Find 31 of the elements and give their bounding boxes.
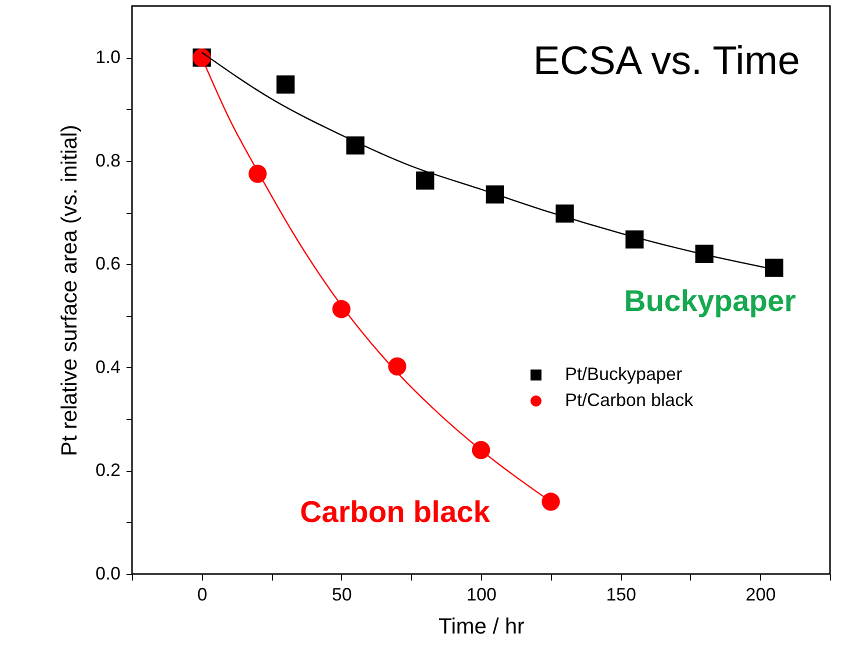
x-tick-label: 100 [466,584,497,604]
point [346,136,364,154]
x-tick-label: 0 [197,584,208,604]
point [276,75,295,94]
legend-label: Pt/Carbon black [565,390,694,410]
point [695,244,714,263]
y-tick-label: 0.4 [95,356,120,377]
y-tick-label: 1.0 [95,47,120,68]
legend-label: Pt/Buckypaper [565,364,682,384]
point [556,204,574,223]
y-tick-label: 0.0 [95,564,120,584]
point [472,441,490,460]
point [332,300,350,318]
point [765,258,784,277]
x-axis-title: Time / hr [438,614,524,638]
point [388,357,406,376]
x-tick-label: 150 [606,584,636,604]
point [625,230,644,248]
annotation: Carbon black [300,496,490,529]
text: ECSA vs. Time [533,39,800,83]
point [248,164,267,183]
y-tick-label: 0.2 [95,460,120,480]
point [416,171,434,190]
y-tick-label: 0.6 [95,254,120,274]
annotation: Buckypaper [624,285,796,318]
x-tick-label: 50 [332,584,352,604]
y-tick-label: 0.8 [95,150,120,170]
x-tick-label: 200 [746,584,776,604]
point [486,185,504,204]
y-axis-title: Pt relative surface area (vs. initial) [56,124,82,456]
point [542,492,560,511]
